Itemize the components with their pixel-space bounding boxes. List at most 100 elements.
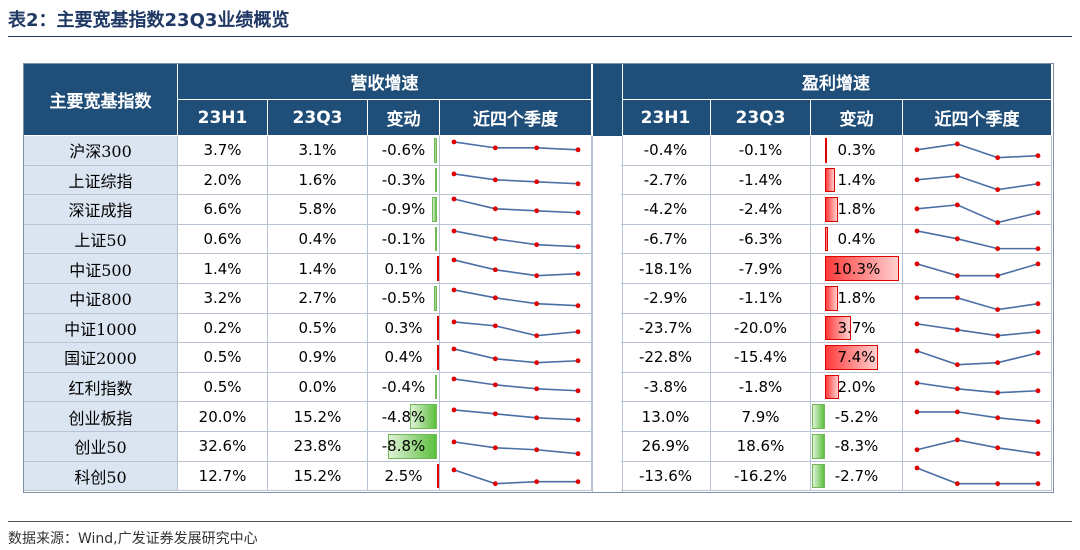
profit-change-cell: -8.3% [811,432,903,462]
sparkline-point [534,242,540,247]
sparkline-chart [451,439,581,457]
sparkline-point [534,208,540,214]
positive-data-bar [825,374,840,400]
change-value: -2.7% [834,466,879,485]
sparkline-point [534,301,540,307]
sparkline-point [451,467,457,472]
sparkline-point [534,178,540,184]
sparkline-point [451,376,457,382]
rev-change-cell: -0.9% [368,195,440,225]
rev-23h1-cell: 20.0% [178,402,268,432]
sparkline-point [914,147,920,153]
sparkline-line [453,320,579,337]
profit-trend-sparkline [903,343,1052,373]
sparkline-point [534,273,540,279]
positive-data-bar [437,463,439,489]
sparkline-line [453,172,579,185]
rev-trend-sparkline [440,343,592,373]
sparkline-point [954,409,960,415]
sparkline-chart [451,171,581,186]
sparkline-point [954,273,960,279]
sparkline-point [995,186,1001,192]
profit-23q3-cell: -16.2% [711,461,811,492]
rev-trend-sparkline [440,195,592,225]
sparkline-point [575,388,581,393]
sparkline-point [492,323,498,328]
profit-change-cell: 1.8% [811,195,903,225]
profit-23q3-cell: 18.6% [711,432,811,462]
sparkline-chart [914,321,1041,338]
sparkline-point [534,332,540,338]
sparkline-point [1035,328,1041,334]
profit-trend-sparkline [903,254,1052,284]
index-name-cell: 创业板指 [24,402,178,432]
column-gap-header [592,64,623,136]
profit-23h1-cell: -4.2% [621,195,711,225]
sparkline-point [914,177,920,182]
profit-23q3-cell: -1.8% [711,372,811,403]
positive-data-bar [825,256,899,281]
profit-change-cell: 7.4% [811,343,903,373]
change-value: -8.8% [381,437,426,456]
change-value: 1.8% [837,289,876,308]
negative-data-bar [387,434,437,459]
index-name-cell: 创业50 [24,432,178,462]
sparkline-point [492,295,498,301]
sparkline-point [575,478,581,484]
change-value: 10.3% [832,259,881,278]
negative-data-bar [812,404,825,429]
rev-23h1-cell: 0.2% [178,313,268,344]
sparkline-point [492,411,498,417]
sparkline-point [1035,301,1041,307]
sparkline-chart [914,261,1041,279]
sparkline-line [453,141,579,151]
sparkline-point [914,348,920,354]
profit-change-cell: 0.4% [811,224,903,255]
sparkline-line [916,350,1039,366]
profit-23h1-cell: -6.7% [621,224,711,255]
sparkline-point [534,478,540,484]
rev-23h1-cell: 0.5% [178,372,268,403]
sparkline-chart [914,437,1041,457]
change-value: 0.1% [384,259,423,278]
sparkline-point [451,319,457,324]
profit-23h1-cell: -3.8% [621,372,711,403]
rev-23q3-cell: 15.2% [268,461,368,492]
sparkline-point [995,220,1001,225]
profit-23h1-cell: -2.9% [621,284,711,314]
rev-change-cell: 0.3% [368,313,440,344]
sparkline-line [916,204,1039,224]
profit-23h1-cell: -18.1% [621,254,711,284]
rev-23q3-cell: 0.4% [268,224,368,255]
sparkline-point [492,177,498,182]
sparkline-point [492,206,498,212]
sparkline-chart [914,348,1041,368]
sparkline-point [451,346,457,352]
sparkline-point [492,356,498,362]
sparkline-point [492,445,498,451]
sparkline-line [916,381,1039,394]
sparkline-point [954,362,960,368]
header-profit-23h1: 23H1 [621,100,711,136]
sparkline-line [453,468,578,485]
sparkline-line [453,377,579,392]
index-name-cell: 中证800 [24,284,178,314]
sparkline-chart [451,257,581,279]
positive-data-bar [437,315,439,341]
sparkline-point [954,173,960,178]
sparkline-chart [451,319,581,338]
sparkline-chart [451,407,581,423]
sparkline-point [492,145,498,151]
change-value: 7.4% [837,348,876,367]
rev-trend-sparkline [440,165,592,196]
rev-23h1-cell: 12.7% [178,461,268,492]
sparkline-chart [914,409,1041,425]
sparkline-line [453,259,579,277]
rev-23q3-cell: 3.1% [268,136,368,166]
sparkline-chart [451,287,581,309]
rev-23q3-cell: 0.9% [268,343,368,373]
positive-data-bar [437,256,439,281]
sparkline-line [916,466,1038,485]
rev-change-cell: -0.5% [368,284,440,314]
profit-23q3-cell: 7.9% [711,402,811,432]
